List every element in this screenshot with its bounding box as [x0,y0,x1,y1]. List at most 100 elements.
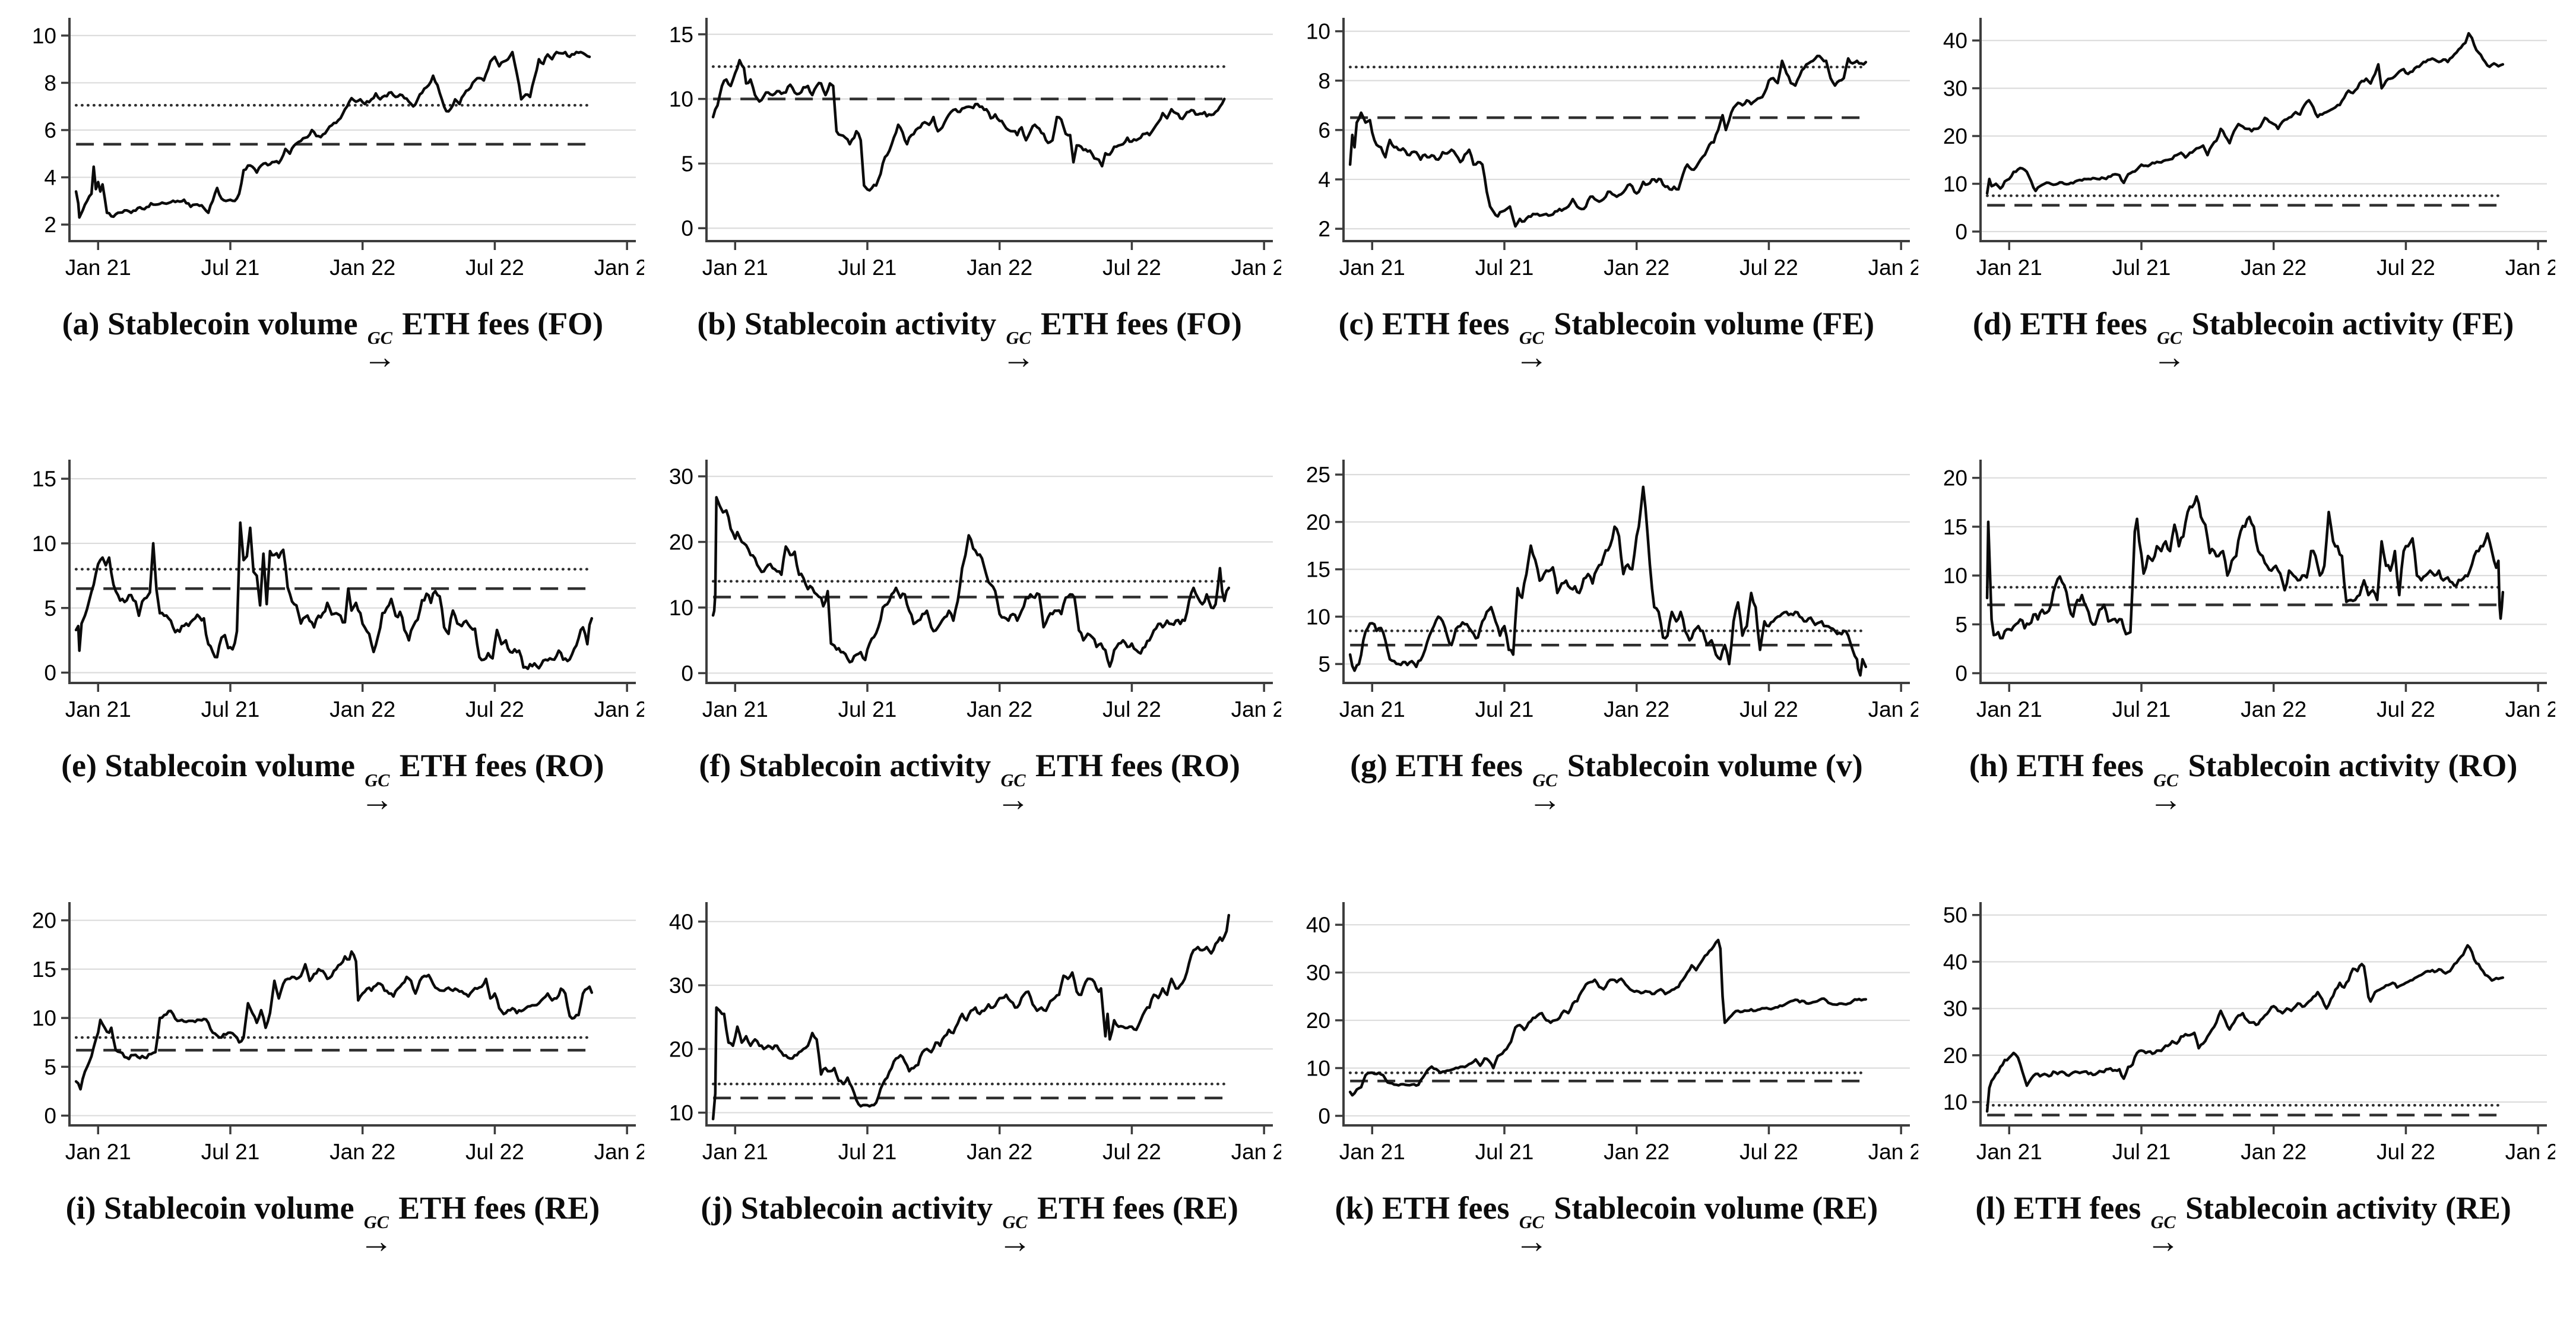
caption-left-text: Stablecoin volume [107,306,358,341]
x-tick-label: Jul 21 [2112,1140,2171,1164]
gc-superscript: GC [1519,1212,1544,1232]
caption-right-text: Stablecoin volume (FE) [1554,306,1875,341]
y-tick-label: 0 [45,1103,57,1128]
caption-prefix: (k) [1335,1190,1374,1226]
y-tick-label: 2 [1318,217,1330,241]
x-tick-label: Jan 22 [967,697,1032,722]
x-tick-label: Jan 22 [330,697,396,722]
chart-cell-f: 0 10 20 30 Jan 21 Jul 21 Jan 22 Jul 22 Jan 23 (f)… [651,451,1288,893]
series-line [711,59,1226,192]
y-tick-label: 10 [669,1100,693,1125]
y-tick-label: 4 [45,166,57,190]
x-tick-label: Jul 22 [1739,697,1798,722]
gc-superscript: GC [2157,328,2182,349]
arrow-icon: → [359,1222,394,1260]
gc-arrow: GC → [360,770,394,816]
y-tick-label: 30 [669,973,693,998]
x-tick-label: Jul 22 [1739,1140,1798,1164]
chart-j-plot: 10 20 30 40 Jan 21 Jul 21 Jan 22 Jul 22 Jan 23 [669,902,1281,1164]
caption-left-text: ETH fees [1382,306,1510,341]
x-tick-label: Jul 22 [2377,1140,2435,1164]
x-tick-label: Jan 21 [1339,697,1405,722]
x-tick-label: Jan 23 [1868,255,1918,280]
x-tick-label: Jan 22 [2241,697,2306,722]
caption-prefix: (j) [701,1190,733,1226]
x-tick-label: Jan 21 [1339,255,1405,280]
x-tick-label: Jan 22 [2241,1140,2306,1164]
gc-superscript: GC [1002,1212,1028,1232]
x-tick-label: Jan 21 [702,697,768,722]
y-tick-label: 40 [1943,950,1967,974]
x-tick-label: Jan 22 [2241,255,2306,280]
y-tick-label: 40 [1943,29,1967,53]
arrow-icon: → [996,780,1030,818]
gc-arrow: GC → [998,1212,1032,1258]
x-tick-label: Jul 22 [2377,697,2435,722]
x-tick-label: Jul 21 [1475,697,1533,722]
y-tick-label: 40 [669,909,693,934]
y-tick-label: 15 [1306,558,1330,582]
y-tick-label: 10 [32,1006,56,1030]
y-tick-label: 5 [1955,613,1967,637]
gc-superscript: GC [1532,770,1558,790]
x-tick-label: Jan 23 [594,255,644,280]
x-tick-label: Jul 22 [1102,255,1161,280]
chart-e-plot: 0 5 10 15 Jan 21 Jul 21 Jan 22 Jul 22 Jan 23 [32,460,644,722]
gc-superscript: GC [1006,328,1031,349]
gc-arrow: GC → [2146,1213,2180,1258]
y-tick-label: 5 [45,1055,57,1079]
caption-left-text: Stablecoin volume [104,748,356,784]
y-tick-label: 6 [45,118,57,143]
x-tick-label: Jul 22 [465,255,524,280]
y-tick-label: 10 [1943,172,1967,196]
x-tick-label: Jul 21 [838,697,897,722]
x-tick-label: Jan 23 [1231,697,1281,722]
caption-right-text: Stablecoin activity (RE) [2185,1190,2511,1226]
chart-l-plot: 10 20 30 40 50 Jan 21 Jul 21 Jan 22 Jul 22 Jan 23 [1943,902,2555,1164]
gc-arrow: GC → [1515,328,1549,374]
arrow-icon: → [1528,780,1562,818]
y-tick-label: 5 [1318,652,1330,676]
chart-cell-i: 0 5 10 15 20 Jan 21 Jul 21 Jan 22 Jul 22 Jan 23 (i… [14,894,651,1336]
x-tick-label: Jan 22 [330,255,396,280]
gc-superscript: GC [1519,328,1544,349]
caption-right-text: Stablecoin activity (RO) [2188,748,2518,784]
chart-caption-e: (e) Stablecoin volume GC → ETH fees (RO) [61,748,604,817]
caption-left-text: ETH fees [1395,748,1523,784]
chart-cell-j: 10 20 30 40 Jan 21 Jul 21 Jan 22 Jul 22 Jan 23 (j… [651,894,1288,1336]
y-tick-label: 10 [1306,20,1330,44]
chart-h-plot: 0 5 10 15 20 Jan 21 Jul 21 Jan 22 Jul 22 Jan 23 [1943,460,2555,722]
x-tick-label: Jan 22 [967,1140,1032,1164]
gc-arrow: GC → [2149,771,2183,818]
y-tick-label: 20 [32,908,56,932]
gc-arrow: GC → [1528,770,1562,818]
series-line [75,521,594,670]
x-tick-label: Jan 23 [594,1140,644,1164]
y-tick-label: 15 [32,467,56,491]
y-tick-label: 10 [32,24,56,48]
gc-superscript: GC [363,1212,389,1232]
gc-superscript: GC [365,770,390,790]
x-tick-label: Jul 22 [2377,255,2435,280]
chart-cell-h: 0 5 10 15 20 Jan 21 Jul 21 Jan 22 Jul 22 Jan 23 (h… [1925,451,2562,893]
caption-left-text: Stablecoin volume [104,1190,354,1226]
x-tick-label: Jul 22 [1102,1140,1161,1164]
chart-caption-b: (b) Stablecoin activity GC → ETH fees (FO) [697,306,1242,374]
chart-caption-l: (l) ETH fees GC → Stablecoin activity (RE) [1975,1190,2511,1258]
x-tick-label: Jul 21 [2112,255,2171,280]
x-tick-label: Jan 23 [1231,1140,1281,1164]
series-line [1348,54,1867,228]
y-tick-label: 0 [682,662,694,686]
arrow-icon: → [363,339,397,377]
x-tick-label: Jul 21 [1475,1140,1533,1164]
caption-prefix: (i) [65,1190,96,1226]
y-tick-label: 10 [1943,1090,1967,1114]
caption-right-text: Stablecoin volume (RE) [1554,1190,1878,1226]
caption-right-text: ETH fees (FO) [1040,306,1242,341]
caption-right-text: ETH fees (RO) [1035,748,1240,784]
gc-arrow: GC → [363,329,397,377]
arrow-icon: → [2149,780,2183,818]
caption-left-text: ETH fees [2020,306,2147,341]
caption-prefix: (h) [1969,748,2008,784]
